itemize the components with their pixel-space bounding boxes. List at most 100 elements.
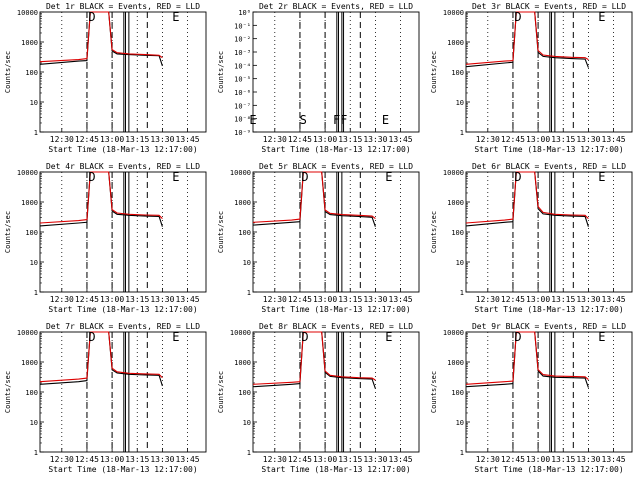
x-tick-label: 13:30 xyxy=(150,295,174,304)
y-tick-label: 1000 xyxy=(447,359,464,367)
x-tick-label: 12:30 xyxy=(476,135,500,144)
y-axis-label: Counts/sec xyxy=(4,211,12,253)
x-tick-label: 13:45 xyxy=(389,455,413,464)
y-tick-label: 10⁻⁷ xyxy=(234,102,251,110)
x-tick-label: 13:00 xyxy=(313,455,337,464)
x-tick-label: 12:30 xyxy=(263,135,287,144)
series-events xyxy=(465,11,589,68)
y-tick-label: 100 xyxy=(25,69,38,77)
series-lld xyxy=(252,171,376,223)
x-axis-label: Start Time (18-Mar-13 12:17:00) xyxy=(261,145,410,154)
series-lld xyxy=(252,331,376,385)
x-tick-label: 13:45 xyxy=(389,135,413,144)
x-tick-label: 12:30 xyxy=(476,455,500,464)
marker-D: D xyxy=(88,170,95,184)
panel-title: Det 3r BLACK = Events, RED = LLD xyxy=(472,2,626,11)
y-tick-label: 10 xyxy=(456,99,464,107)
marker-E: E xyxy=(249,113,256,127)
series-events xyxy=(252,331,376,389)
panel-title: Det 6r BLACK = Events, RED = LLD xyxy=(472,162,626,171)
x-tick-label: 12:30 xyxy=(263,295,287,304)
y-tick-label: 1000 xyxy=(234,199,251,207)
panel-5: Det 5r BLACK = Events, RED = LLD 12:30 12:… xyxy=(217,162,420,314)
panel-7: Det 7r BLACK = Events, RED = LLD 12:30 12:… xyxy=(4,322,207,474)
y-tick-label: 1 xyxy=(34,449,38,457)
panel-6: Det 6r BLACK = Events, RED = LLD 12:30 12:… xyxy=(430,162,633,314)
series-events xyxy=(39,331,163,387)
marker-D: D xyxy=(88,10,95,24)
y-tick-label: 10⁻¹ xyxy=(234,22,251,30)
x-tick-label: 12:45 xyxy=(75,455,99,464)
x-tick-label: 13:15 xyxy=(551,135,575,144)
x-tick-label: 12:45 xyxy=(501,135,525,144)
y-tick-label: 1000 xyxy=(21,359,38,367)
x-tick-label: 12:45 xyxy=(501,455,525,464)
y-tick-label: 100 xyxy=(451,229,464,237)
y-axis-label: Counts/sec xyxy=(4,371,12,413)
plot-frame xyxy=(39,171,207,293)
y-tick-label: 10000 xyxy=(17,329,38,337)
marker-D: D xyxy=(301,330,308,344)
series-lld xyxy=(39,331,163,383)
plot-frame xyxy=(465,171,633,293)
x-axis-label: Start Time (18-Mar-13 12:17:00) xyxy=(48,465,197,474)
panel-title: Det 5r BLACK = Events, RED = LLD xyxy=(259,162,413,171)
y-tick-label: 1 xyxy=(34,289,38,297)
y-tick-label: 10000 xyxy=(443,169,464,177)
y-tick-label: 10000 xyxy=(17,169,38,177)
x-tick-label: 13:45 xyxy=(389,295,413,304)
x-tick-label: 13:30 xyxy=(150,135,174,144)
marker-D: D xyxy=(514,330,521,344)
y-tick-label: 10⁻² xyxy=(234,36,251,44)
marker-D: D xyxy=(88,330,95,344)
x-axis-label: Start Time (18-Mar-13 12:17:00) xyxy=(261,465,410,474)
y-tick-label: 10 xyxy=(30,99,38,107)
x-tick-label: 12:45 xyxy=(288,135,312,144)
y-tick-label: 1000 xyxy=(234,359,251,367)
x-tick-label: 12:45 xyxy=(75,295,99,304)
marker-E: E xyxy=(382,113,389,127)
y-tick-label: 10 xyxy=(456,419,464,427)
x-tick-label: 13:00 xyxy=(526,295,550,304)
x-tick-label: 13:45 xyxy=(602,455,626,464)
y-tick-label: 10⁰ xyxy=(238,9,251,17)
y-tick-label: 100 xyxy=(25,229,38,237)
y-tick-label: 100 xyxy=(451,389,464,397)
x-tick-label: 12:30 xyxy=(50,295,74,304)
y-tick-label: 10⁻⁴ xyxy=(234,62,251,70)
x-tick-label: 13:45 xyxy=(176,295,200,304)
x-axis-label: Start Time (18-Mar-13 12:17:00) xyxy=(261,305,410,314)
y-tick-label: 10000 xyxy=(230,169,251,177)
plot-frame xyxy=(39,11,207,133)
panel-3: Det 3r BLACK = Events, RED = LLD 12:30 12:… xyxy=(430,2,633,154)
series-lld xyxy=(39,171,163,224)
x-tick-label: 13:45 xyxy=(602,135,626,144)
x-tick-label: 13:00 xyxy=(100,295,124,304)
marker-FF: FF xyxy=(333,113,347,127)
panel-title: Det 1r BLACK = Events, RED = LLD xyxy=(46,2,200,11)
marker-S: S xyxy=(300,113,307,127)
y-axis-label: Counts/sec xyxy=(217,371,225,413)
plot-frame xyxy=(252,331,420,453)
y-tick-label: 10 xyxy=(243,259,251,267)
x-tick-label: 13:45 xyxy=(176,455,200,464)
y-axis-label: Counts/sec xyxy=(430,51,438,93)
marker-E: E xyxy=(172,170,179,184)
x-tick-label: 12:30 xyxy=(50,135,74,144)
y-tick-label: 1 xyxy=(34,129,38,137)
series-events xyxy=(252,171,376,227)
x-tick-label: 13:15 xyxy=(551,295,575,304)
x-tick-label: 13:00 xyxy=(313,135,337,144)
series-lld xyxy=(465,331,589,385)
y-axis-label: Counts/sec xyxy=(430,211,438,253)
y-tick-label: 1 xyxy=(247,289,251,297)
plot-frame xyxy=(465,331,633,453)
x-axis-label: Start Time (18-Mar-13 12:17:00) xyxy=(48,145,197,154)
x-tick-label: 13:15 xyxy=(125,295,149,304)
panel-title: Det 7r BLACK = Events, RED = LLD xyxy=(46,322,200,331)
x-axis-label: Start Time (18-Mar-13 12:17:00) xyxy=(474,465,623,474)
x-tick-label: 13:00 xyxy=(526,455,550,464)
y-tick-label: 100 xyxy=(238,389,251,397)
x-tick-label: 13:15 xyxy=(338,455,362,464)
